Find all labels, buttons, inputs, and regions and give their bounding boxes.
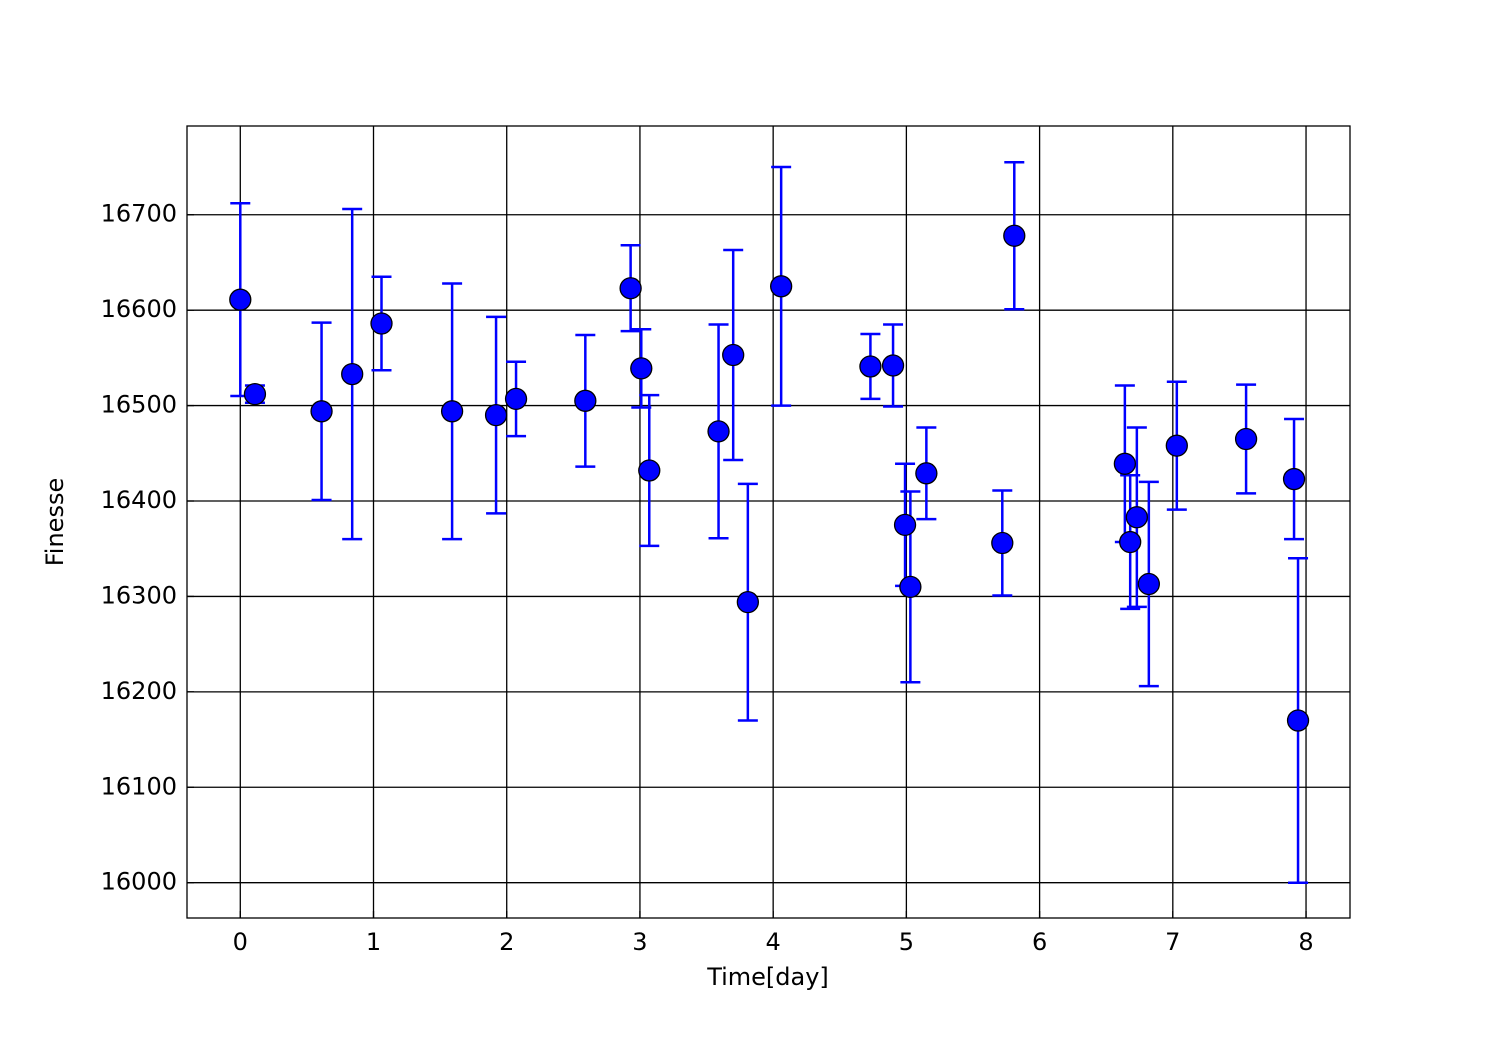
- point: [899, 575, 922, 599]
- point: [722, 343, 745, 367]
- point: [991, 531, 1014, 555]
- point: [1282, 467, 1306, 491]
- x-tick-label: 5: [899, 928, 914, 956]
- point: [440, 400, 464, 423]
- x-tick-label: 2: [499, 928, 514, 956]
- point: [1234, 427, 1258, 451]
- x-tick-label: 0: [233, 928, 248, 956]
- y-axis-label: Finesse: [41, 478, 69, 566]
- point: [1165, 434, 1188, 457]
- point: [504, 387, 528, 411]
- x-axis-label: Time[day]: [706, 963, 829, 991]
- point: [638, 459, 661, 482]
- y-tick-label: 16200: [101, 677, 177, 705]
- point: [574, 389, 597, 412]
- x-tick-label: 6: [1032, 928, 1047, 956]
- point: [881, 354, 905, 377]
- x-tick-label: 4: [766, 928, 781, 956]
- y-tick-label: 16000: [101, 868, 177, 896]
- point: [770, 275, 793, 298]
- y-tick-label: 16500: [101, 391, 177, 419]
- y-tick-label: 16300: [101, 581, 177, 609]
- point: [243, 382, 267, 406]
- point: [630, 357, 653, 380]
- plot-frame: [186, 125, 1351, 919]
- point: [915, 462, 938, 485]
- y-tick-label: 16700: [101, 200, 177, 228]
- point: [484, 403, 508, 427]
- y-tick-label: 16400: [101, 486, 177, 514]
- point: [859, 355, 882, 378]
- point: [893, 513, 917, 537]
- x-tick-label: 7: [1165, 928, 1180, 956]
- x-tick-label: 1: [366, 928, 381, 956]
- point: [370, 312, 393, 335]
- point: [736, 591, 760, 614]
- point: [1113, 452, 1137, 475]
- point: [707, 420, 730, 443]
- y-tick-label: 16100: [101, 772, 177, 800]
- point: [1137, 572, 1160, 596]
- point: [1286, 709, 1310, 732]
- x-tick-label: 8: [1298, 928, 1313, 956]
- point: [341, 362, 364, 386]
- point: [1125, 506, 1148, 529]
- x-tick-label: 3: [632, 928, 647, 956]
- point: [1003, 224, 1026, 247]
- point: [310, 400, 333, 423]
- point: [1119, 530, 1142, 554]
- point: [619, 277, 642, 300]
- point: [229, 288, 252, 311]
- y-tick-label: 16600: [101, 295, 177, 323]
